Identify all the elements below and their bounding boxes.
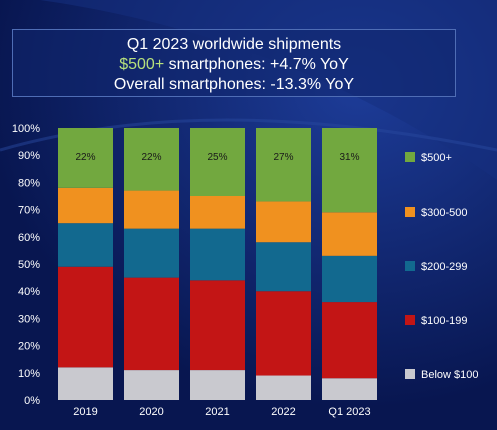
- y-tick-label: 60%: [18, 232, 40, 244]
- bar-segment: [256, 375, 311, 400]
- data-label: 31%: [339, 152, 359, 163]
- bar-segment: [58, 128, 113, 188]
- title-accent: $500+: [119, 56, 165, 73]
- x-tick-label: 2019: [73, 406, 97, 418]
- bar-segment: [322, 212, 377, 256]
- legend-swatch: [405, 152, 415, 162]
- data-label: 22%: [141, 152, 161, 163]
- title-line-3: Overall smartphones: -13.3% YoY: [113, 76, 355, 93]
- bar-segment: [256, 291, 311, 376]
- title-line-1: Q1 2023 worldwide shipments: [126, 36, 342, 53]
- bar-segment: [190, 370, 245, 400]
- title-box: [12, 29, 456, 97]
- bar-segment: [124, 128, 179, 191]
- title-line-2: $500+ smartphones: +4.7% YoY: [12, 55, 456, 75]
- legend-swatch: [405, 261, 415, 271]
- legend-swatch: [405, 369, 415, 379]
- legend-label: $200-299: [421, 261, 468, 273]
- bar-segment: [124, 190, 179, 229]
- data-label: 27%: [273, 152, 293, 163]
- bar-segment: [322, 378, 377, 400]
- data-label: 22%: [75, 152, 95, 163]
- y-tick-label: 90%: [18, 150, 40, 162]
- legend-label: $500+: [421, 152, 452, 164]
- legend-swatch: [405, 315, 415, 325]
- bar-segment: [322, 302, 377, 379]
- bar-segment: [124, 228, 179, 278]
- bar-segment: [322, 128, 377, 213]
- legend-label: $300-500: [421, 207, 468, 219]
- y-tick-label: 100%: [12, 123, 40, 135]
- legend-label: $100-199: [421, 315, 468, 327]
- legend-label: Below $100: [421, 369, 479, 381]
- bar-segment: [124, 277, 179, 371]
- bar-segment: [58, 223, 113, 267]
- x-tick-label: 2021: [205, 406, 229, 418]
- bar-segment: [190, 280, 245, 371]
- y-tick-label: 30%: [18, 313, 40, 325]
- bar-segment: [58, 187, 113, 224]
- bar-segment: [124, 370, 179, 400]
- legend-swatch: [405, 207, 415, 217]
- bar-segment: [190, 128, 245, 196]
- bar-segment: [58, 266, 113, 368]
- bar-segment: [256, 201, 311, 243]
- y-tick-label: 10%: [18, 368, 40, 380]
- bar-segment: [190, 196, 245, 229]
- bar-segment: [256, 128, 311, 202]
- y-tick-label: 50%: [18, 259, 40, 271]
- y-tick-label: 80%: [18, 177, 40, 189]
- y-tick-label: 20%: [18, 341, 40, 353]
- bar-segment: [190, 228, 245, 281]
- title-line-2-rest: smartphones: +4.7% YoY: [164, 56, 349, 73]
- y-tick-label: 0%: [24, 395, 40, 407]
- x-tick-label: Q1 2023: [328, 406, 370, 418]
- data-label: 25%: [207, 152, 227, 163]
- y-tick-label: 70%: [18, 205, 40, 217]
- y-tick-label: 40%: [18, 286, 40, 298]
- x-tick-label: 2022: [271, 406, 295, 418]
- bar-segment: [256, 242, 311, 292]
- bar-segment: [58, 367, 113, 400]
- x-tick-label: 2020: [139, 406, 163, 418]
- bar-segment: [322, 255, 377, 303]
